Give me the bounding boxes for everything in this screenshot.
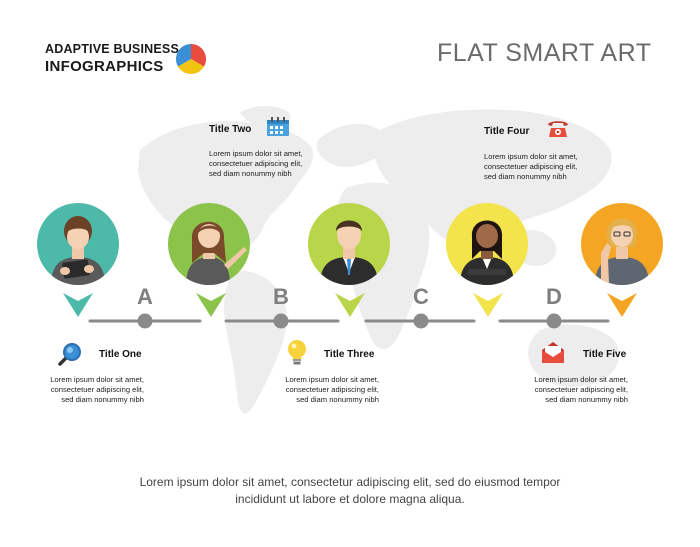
pointer-chevron-yellow (473, 293, 503, 317)
avatar-woman-glasses (581, 203, 663, 285)
desc-line: sed diam nonummy nibh (209, 169, 292, 178)
desc-line: consectetuer adipiscing elit, (209, 159, 303, 168)
magnifier-icon (58, 343, 81, 366)
item-title-five: Title Five (583, 349, 627, 360)
page-title: FLAT SMART ART (437, 39, 652, 67)
desc-line: Lorem ipsum dolor sit amet, (484, 152, 578, 161)
stage-label-c: C (413, 284, 429, 309)
timeline-node-a (137, 313, 153, 329)
item-title-four: Title Four (484, 126, 530, 137)
desc-line: Lorem ipsum dolor sit amet, (50, 375, 144, 384)
footer-text: Lorem ipsum dolor sit amet, consectetur … (0, 474, 700, 508)
item-title-one: Title One (99, 349, 142, 360)
item-desc-two: Lorem ipsum dolor sit amet, consectetuer… (209, 149, 303, 179)
timeline-node-b (273, 313, 289, 329)
avatar-woman-arms-crossed (446, 203, 528, 285)
pointer-chevron-green (196, 293, 226, 317)
pie-logo-icon (175, 43, 207, 75)
desc-line: consectetuer adipiscing elit, (484, 162, 578, 171)
avatar-woman-tablet (37, 203, 119, 285)
stage-label-b: B (273, 284, 289, 309)
stage-label-a: A (137, 284, 153, 309)
desc-line: Lorem ipsum dolor sit amet, (285, 375, 379, 384)
desc-line: Lorem ipsum dolor sit amet, (534, 375, 628, 384)
desc-line: sed diam nonummy nibh (484, 172, 567, 181)
avatar-woman-pointing (168, 203, 250, 285)
footer-line-1: Lorem ipsum dolor sit amet, consectetur … (139, 475, 561, 489)
brand-line-2: INFOGRAPHICS (45, 58, 164, 75)
desc-line: consectetuer adipiscing elit, (285, 385, 379, 394)
pointer-chevron-lime (335, 293, 365, 317)
desc-line: Lorem ipsum dolor sit amet, (209, 149, 303, 158)
desc-line: consectetuer adipiscing elit, (534, 385, 628, 394)
brand-line-1: ADAPTIVE BUSINESS (45, 42, 179, 56)
item-desc-one: Lorem ipsum dolor sit amet, consectetuer… (50, 375, 144, 405)
item-desc-four: Lorem ipsum dolor sit amet, consectetuer… (484, 152, 578, 182)
pointer-chevron-teal (63, 293, 93, 317)
timeline-node-c (413, 313, 429, 329)
desc-line: sed diam nonummy nibh (61, 395, 144, 404)
item-title-two: Title Two (209, 124, 252, 135)
lightbulb-icon (288, 340, 306, 365)
item-desc-three: Lorem ipsum dolor sit amet, consectetuer… (285, 375, 379, 405)
item-desc-five: Lorem ipsum dolor sit amet, consectetuer… (534, 375, 628, 405)
timeline-node-d (546, 313, 562, 329)
desc-line: sed diam nonummy nibh (545, 395, 628, 404)
telephone-icon (548, 121, 568, 137)
desc-line: sed diam nonummy nibh (296, 395, 379, 404)
item-title-three: Title Three (324, 349, 375, 360)
footer-line-2: incididunt ut labore et dolore magna ali… (235, 492, 465, 506)
envelope-icon (542, 342, 564, 363)
pointer-chevron-orange (607, 293, 637, 317)
desc-line: consectetuer adipiscing elit, (50, 385, 144, 394)
brand-title: ADAPTIVE BUSINESS INFOGRAPHICS (45, 42, 179, 75)
avatar-man-suit (308, 203, 390, 285)
stage-label-d: D (546, 284, 562, 309)
calendar-icon (267, 117, 289, 136)
